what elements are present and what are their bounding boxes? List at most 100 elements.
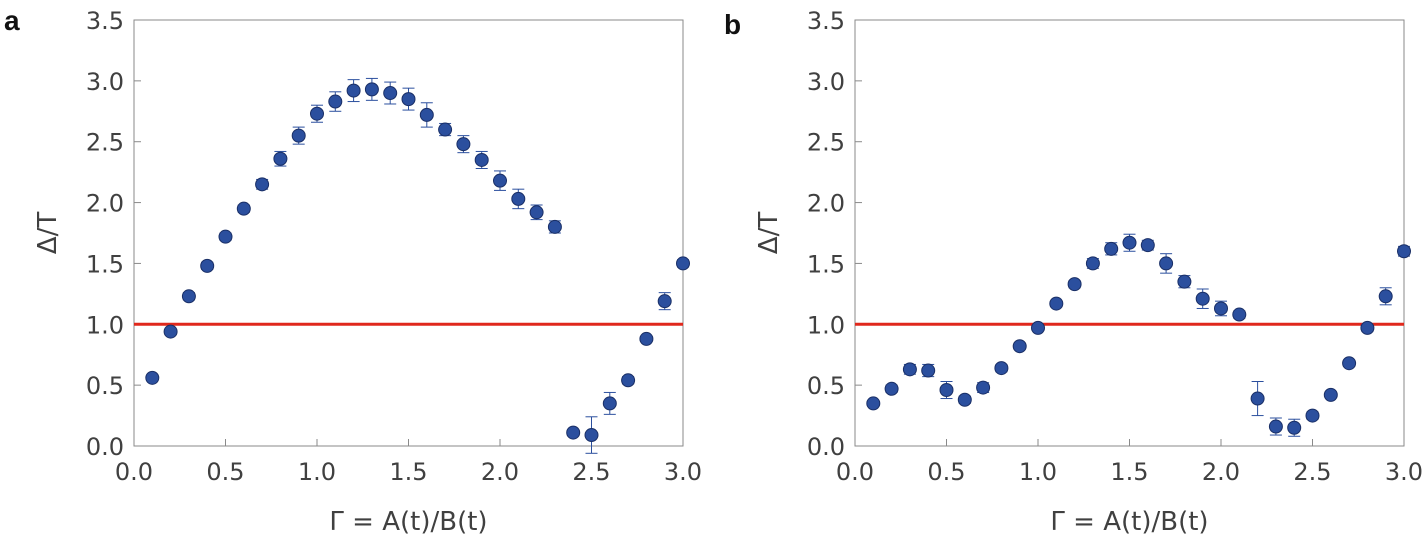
data-point: [1232, 307, 1247, 322]
x-tick-label: 2.5: [572, 458, 610, 486]
data-marker: [456, 137, 471, 152]
data-marker: [200, 258, 215, 273]
data-point: [145, 370, 160, 385]
data-point: [511, 188, 526, 210]
y-tick-label: 2.0: [86, 190, 124, 218]
data-marker: [346, 83, 361, 98]
data-marker: [1268, 419, 1283, 434]
data-point: [1049, 296, 1064, 311]
data-point: [939, 380, 954, 400]
y-tick-label: 0.0: [86, 433, 124, 461]
x-tick-label: 0.0: [115, 458, 153, 486]
data-marker: [1012, 339, 1027, 354]
data-marker: [1159, 256, 1174, 271]
data-marker: [163, 324, 178, 339]
y-tick-label: 0.5: [86, 372, 124, 400]
data-marker: [547, 219, 562, 234]
data-point: [639, 331, 654, 346]
data-point: [1177, 274, 1192, 289]
y-tick-label: 3.5: [86, 7, 124, 35]
data-marker: [1250, 391, 1265, 406]
data-point: [1067, 277, 1082, 292]
data-point: [657, 292, 672, 311]
data-point: [1159, 253, 1174, 274]
y-tick-label: 0.0: [807, 433, 845, 461]
data-point: [866, 396, 881, 411]
data-point: [419, 102, 434, 128]
x-tick-label: 1.5: [1110, 458, 1148, 486]
x-tick-label: 0.5: [206, 458, 244, 486]
data-marker: [657, 294, 672, 309]
data-point: [493, 170, 507, 191]
data-marker: [218, 229, 233, 244]
data-point: [291, 126, 306, 145]
x-axis-label: Γ = A(t)/B(t): [1050, 507, 1208, 537]
data-marker: [921, 363, 936, 378]
data-marker: [1031, 320, 1045, 335]
data-point: [364, 77, 379, 101]
data-point: [1104, 241, 1119, 256]
x-tick-label: 2.5: [1293, 458, 1331, 486]
data-point: [976, 380, 991, 395]
data-marker: [1140, 238, 1155, 253]
data-point: [328, 91, 343, 112]
data-marker: [438, 122, 453, 137]
data-point: [1342, 356, 1357, 371]
data-marker: [902, 362, 917, 377]
data-point: [1378, 287, 1393, 306]
data-point: [1323, 387, 1338, 402]
data-marker: [1232, 307, 1247, 322]
x-tick-label: 2.0: [481, 458, 519, 486]
data-marker: [419, 107, 434, 122]
data-marker: [1397, 244, 1411, 259]
y-tick-label: 2.0: [807, 190, 845, 218]
data-marker: [1104, 241, 1119, 256]
data-marker: [884, 381, 899, 396]
data-marker: [639, 331, 654, 346]
data-marker: [1122, 235, 1137, 250]
data-point: [1012, 339, 1027, 354]
data-point: [1397, 244, 1411, 259]
x-tick-label: 1.0: [298, 458, 336, 486]
data-point: [529, 204, 544, 221]
data-marker: [584, 428, 599, 443]
x-tick-label: 3.0: [664, 458, 702, 486]
chart-panel-b: b 0.0 0.5 1.0 1.5 2.0 2.5 3.0 0.0 0.5 1.0 1.5 2.0 2.5…: [724, 7, 1423, 537]
y-tick-label: 3.0: [86, 68, 124, 96]
data-point: [902, 362, 917, 377]
plot-frame: [854, 19, 1405, 447]
data-point: [383, 81, 398, 105]
data-marker: [676, 256, 690, 271]
y-tick-label: 1.0: [86, 311, 124, 339]
y-axis-label: Δ/T: [33, 212, 63, 255]
data-point: [547, 219, 562, 234]
data-point: [1360, 320, 1375, 335]
data-marker: [1214, 301, 1228, 316]
data-marker: [1195, 291, 1210, 306]
data-marker: [621, 373, 636, 388]
data-point: [1305, 408, 1320, 423]
data-point: [584, 416, 599, 454]
data-marker: [310, 106, 324, 121]
data-point: [200, 258, 215, 273]
x-tick-label: 1.0: [1019, 458, 1057, 486]
data-point: [163, 324, 178, 339]
data-marker: [994, 361, 1009, 376]
data-marker: [566, 425, 581, 440]
data-marker: [1342, 356, 1357, 371]
data-marker: [291, 128, 306, 143]
data-point: [1268, 417, 1283, 436]
data-point: [401, 87, 416, 111]
data-point: [181, 289, 196, 304]
panel-letter: b: [724, 9, 741, 40]
data-point: [1085, 256, 1100, 271]
data-marker: [957, 392, 972, 407]
chart-panel-a: a 0.0 0.5 1.0 1.5 2.0 2.5 3.0 0.0 0.5 1.0 1.5 2.0 2.5…: [4, 5, 702, 537]
data-point: [1140, 238, 1155, 253]
y-tick-label: 2.5: [86, 129, 124, 157]
x-tick-label: 2.0: [1202, 458, 1240, 486]
data-marker: [976, 380, 991, 395]
data-point: [1287, 418, 1302, 437]
y-tick-label: 0.5: [807, 372, 845, 400]
